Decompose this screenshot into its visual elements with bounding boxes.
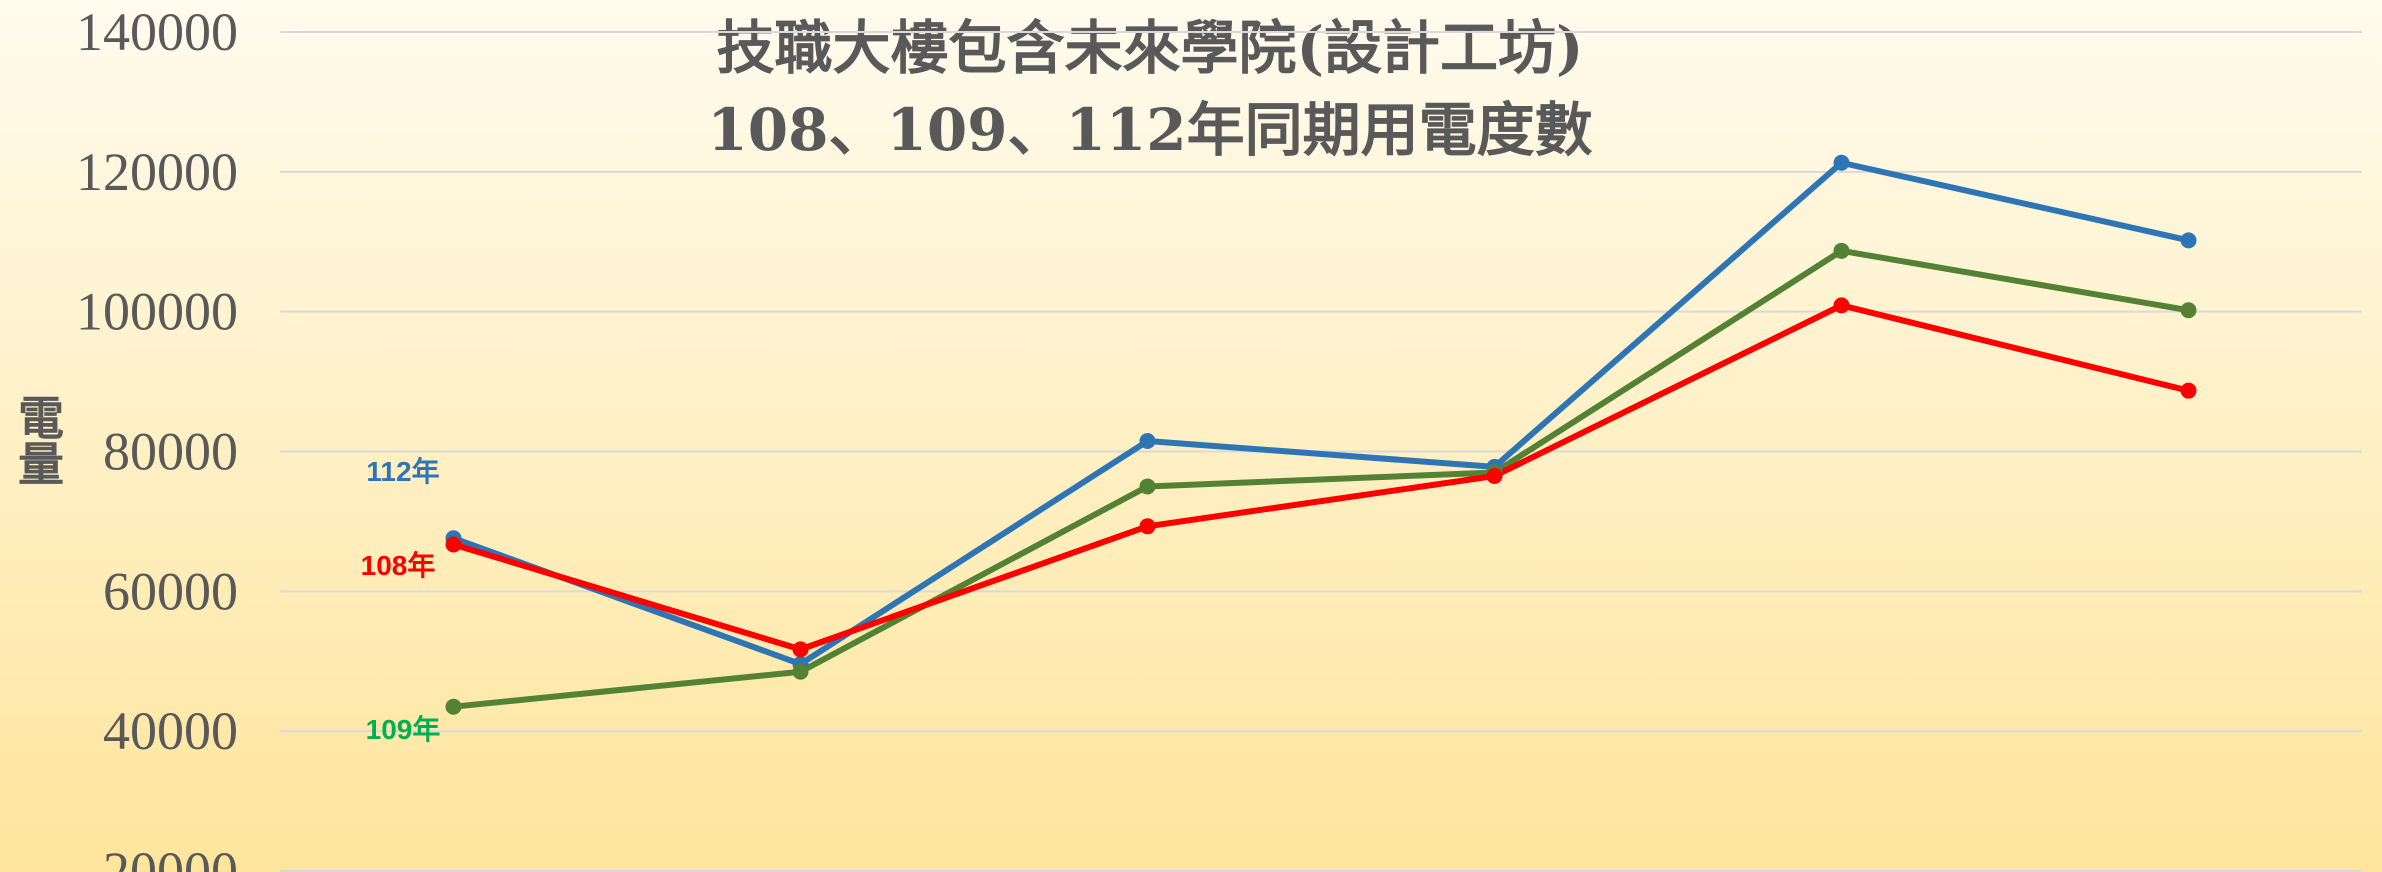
data-point <box>445 536 462 553</box>
data-point <box>1486 467 1503 484</box>
series-label: 109年 <box>366 713 441 745</box>
data-point <box>1139 433 1156 450</box>
data-point <box>792 663 809 680</box>
y-tick-label: 100000 <box>76 282 238 342</box>
data-point <box>2180 382 2197 399</box>
series-line <box>453 247 2190 710</box>
chart-title: 技職大樓包含未來學院(設計工坊) <box>717 14 1584 82</box>
data-point <box>445 698 462 715</box>
data-point <box>2180 302 2197 319</box>
y-tick-label: 80000 <box>103 422 238 482</box>
data-point <box>1139 478 1156 495</box>
y-tick-label: 60000 <box>103 561 238 621</box>
series-label: 112年 <box>366 455 439 487</box>
series-line <box>452 159 2190 668</box>
data-point <box>1833 154 1850 171</box>
y-tick-label: 120000 <box>76 142 238 202</box>
y-tick-label: 40000 <box>103 701 238 761</box>
data-point <box>2180 232 2197 249</box>
series-label: 108年 <box>361 549 436 581</box>
chart-title: 108、109、112年同期用電度數 <box>707 96 1592 164</box>
y-axis-label: 電量 <box>11 394 65 486</box>
y-tick-label: 20000 <box>103 841 238 872</box>
data-point <box>792 641 809 658</box>
data-point <box>1833 297 1850 314</box>
data-point <box>1139 518 1156 535</box>
series-line <box>452 302 2190 653</box>
data-point <box>1833 242 1850 259</box>
y-tick-label: 140000 <box>76 2 238 62</box>
